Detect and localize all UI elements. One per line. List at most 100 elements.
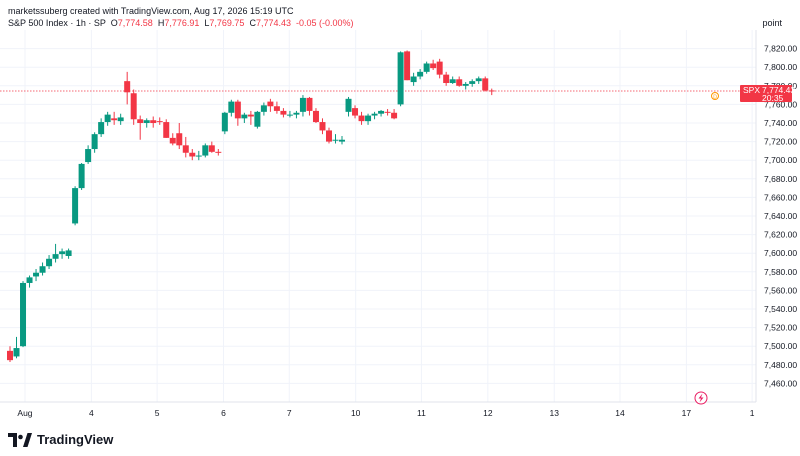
change-value: -0.05 (-0.00%) xyxy=(296,18,354,28)
y-tick-label: 7,740.00 xyxy=(764,118,797,128)
y-tick-label: 7,620.00 xyxy=(764,230,797,240)
candle-body xyxy=(104,114,111,123)
candle xyxy=(378,109,385,117)
candle xyxy=(46,255,53,270)
y-tick-label: 7,700.00 xyxy=(764,155,797,165)
y-tick-label: 7,480.00 xyxy=(764,360,797,370)
candle xyxy=(98,118,105,137)
candle xyxy=(260,102,267,116)
candle-body xyxy=(273,106,280,111)
candle-body xyxy=(254,111,261,127)
candle-body xyxy=(156,121,163,123)
candle-body xyxy=(365,115,372,122)
candle xyxy=(423,61,430,74)
symbol-title[interactable]: S&P 500 Index · 1h · SP xyxy=(8,18,106,28)
candle-body xyxy=(417,71,424,77)
candle-body xyxy=(332,139,339,141)
candle xyxy=(156,117,163,125)
candle xyxy=(169,133,176,146)
candle xyxy=(417,69,424,80)
candle xyxy=(117,113,124,125)
candle xyxy=(182,136,189,158)
candle xyxy=(475,76,482,84)
price-scale-unit[interactable]: point xyxy=(762,18,782,28)
candle-body xyxy=(423,63,430,72)
candle-body xyxy=(345,98,352,112)
brand-name: TradingView xyxy=(37,432,114,447)
open-label: O xyxy=(110,18,118,28)
ohlc-legend: S&P 500 Index · 1h · SP O7,774.58 H7,776… xyxy=(8,18,354,28)
candle xyxy=(436,58,443,79)
candle-body xyxy=(475,78,482,82)
candle-body xyxy=(189,152,196,157)
candle xyxy=(52,243,59,263)
candle xyxy=(358,111,365,125)
candle-body xyxy=(280,110,287,115)
candle xyxy=(267,98,274,112)
candle-body xyxy=(85,149,92,163)
candle xyxy=(339,136,346,145)
candle xyxy=(104,111,111,126)
candle-body xyxy=(443,74,450,84)
candle xyxy=(33,269,40,282)
tradingview-logo-icon xyxy=(8,432,32,447)
candle-body xyxy=(449,79,456,84)
candle-body xyxy=(404,51,411,81)
candle-body xyxy=(91,134,98,150)
candle-body xyxy=(312,110,319,123)
last-price-value: 7,774.43 xyxy=(762,85,795,95)
candle xyxy=(371,111,378,120)
candle-body xyxy=(286,114,293,116)
candle-body xyxy=(202,145,209,156)
candle xyxy=(469,79,476,87)
candle-body xyxy=(33,272,40,277)
candle-body xyxy=(306,97,313,111)
candle xyxy=(299,95,306,117)
candle xyxy=(91,132,98,153)
candle-body xyxy=(391,112,398,119)
candle-body xyxy=(20,282,27,347)
low-label: L xyxy=(204,18,210,28)
candle xyxy=(72,186,79,226)
candle xyxy=(462,82,469,90)
candle xyxy=(234,99,241,126)
candle-body xyxy=(430,63,437,69)
x-tick-label: Aug xyxy=(17,408,32,418)
candle-body xyxy=(98,122,105,135)
dividend-marker-icon[interactable]: D xyxy=(711,92,719,101)
candle-body xyxy=(208,145,215,152)
y-tick-label: 7,460.00 xyxy=(764,378,797,388)
grid-lines xyxy=(0,30,756,402)
high-label: H xyxy=(157,18,165,28)
tradingview-logo[interactable]: TradingView xyxy=(8,432,113,447)
x-tick-label: 7 xyxy=(287,408,292,418)
y-tick-label: 7,540.00 xyxy=(764,304,797,314)
y-tick-label: 7,660.00 xyxy=(764,192,797,202)
candle xyxy=(189,149,196,161)
candle-body xyxy=(228,101,235,113)
candle-body xyxy=(111,118,118,121)
price-axis: 7,460.00 7,480.00 7,500.00 7,520.00 7,540.00… xyxy=(764,44,797,389)
candle xyxy=(65,248,72,259)
candle-body xyxy=(299,97,306,112)
lightning-icon[interactable] xyxy=(694,391,708,405)
candle xyxy=(150,116,157,128)
y-tick-label: 7,760.00 xyxy=(764,99,797,109)
candle xyxy=(208,141,215,153)
x-tick-label: 6 xyxy=(221,408,226,418)
candle-body xyxy=(462,83,469,86)
y-tick-label: 7,820.00 xyxy=(764,44,797,54)
x-tick-label: 5 xyxy=(155,408,160,418)
candle xyxy=(319,118,326,135)
candle-body xyxy=(26,277,33,283)
candle xyxy=(221,111,228,135)
time-axis: Aug 4 5 6 7 10 11 12 13 14 17 1 xyxy=(17,408,754,418)
x-tick-label: 4 xyxy=(89,408,94,418)
candle-body xyxy=(221,112,228,132)
candle-body xyxy=(436,61,443,75)
candle xyxy=(163,119,170,138)
candle-body xyxy=(325,130,332,142)
candle-body xyxy=(182,145,189,153)
y-tick-label: 7,640.00 xyxy=(764,211,797,221)
